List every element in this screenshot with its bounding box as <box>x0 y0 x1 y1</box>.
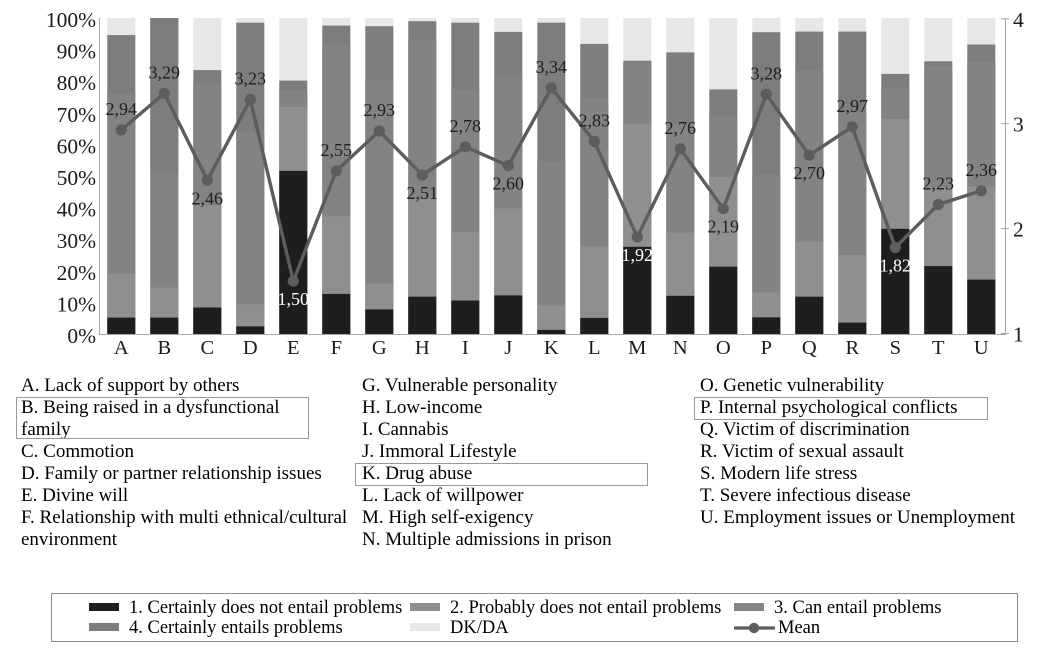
svg-text:2,55: 2,55 <box>321 140 353 160</box>
svg-text:L: L <box>588 337 601 359</box>
svg-text:2,93: 2,93 <box>364 100 396 120</box>
svg-text:T: T <box>932 337 945 359</box>
svg-text:K: K <box>544 337 559 359</box>
svg-text:50%: 50% <box>57 166 97 190</box>
svg-text:1,92: 1,92 <box>622 245 654 265</box>
svg-text:2,51: 2,51 <box>407 183 439 203</box>
svg-text:G: G <box>372 337 387 359</box>
svg-text:Q: Q <box>802 337 817 359</box>
svg-text:2,97: 2,97 <box>837 96 869 116</box>
svg-text:100%: 100% <box>46 8 96 32</box>
svg-text:2,46: 2,46 <box>192 188 224 208</box>
svg-text:B: B <box>157 337 171 359</box>
svg-text:U: U <box>974 337 989 359</box>
svg-text:2,94: 2,94 <box>106 99 138 119</box>
svg-text:2,19: 2,19 <box>708 217 740 237</box>
svg-text:80%: 80% <box>57 71 97 95</box>
svg-text:90%: 90% <box>57 40 97 64</box>
svg-text:J: J <box>504 337 512 359</box>
svg-text:3,23: 3,23 <box>235 69 267 89</box>
svg-text:I: I <box>462 337 469 359</box>
svg-text:S: S <box>890 337 901 359</box>
svg-text:2,76: 2,76 <box>665 118 697 138</box>
svg-text:1,82: 1,82 <box>880 256 912 276</box>
svg-text:2,23: 2,23 <box>923 174 955 194</box>
svg-text:3,29: 3,29 <box>149 62 181 82</box>
svg-text:3,28: 3,28 <box>751 63 783 83</box>
svg-text:2,60: 2,60 <box>493 174 525 194</box>
svg-text:M: M <box>628 337 646 359</box>
svg-text:2,78: 2,78 <box>450 116 482 136</box>
svg-text:60%: 60% <box>57 134 97 158</box>
svg-text:30%: 30% <box>57 229 97 253</box>
svg-text:A: A <box>114 337 129 359</box>
svg-text:F: F <box>331 337 342 359</box>
svg-text:R: R <box>845 337 859 359</box>
svg-text:10%: 10% <box>57 292 97 316</box>
svg-text:40%: 40% <box>57 198 97 222</box>
svg-text:20%: 20% <box>57 261 97 285</box>
svg-text:2,83: 2,83 <box>579 111 611 131</box>
svg-text:2: 2 <box>1013 218 1024 242</box>
svg-text:P: P <box>761 337 772 359</box>
svg-text:2,36: 2,36 <box>966 160 998 180</box>
svg-text:4: 4 <box>1013 8 1024 32</box>
svg-text:O: O <box>716 337 731 359</box>
svg-text:70%: 70% <box>57 103 97 127</box>
svg-text:1,50: 1,50 <box>278 289 310 309</box>
svg-text:2,70: 2,70 <box>794 163 826 183</box>
svg-text:3: 3 <box>1013 113 1024 137</box>
svg-text:H: H <box>415 337 430 359</box>
svg-text:0%: 0% <box>67 324 96 348</box>
svg-text:3,34: 3,34 <box>536 57 568 77</box>
svg-text:E: E <box>287 337 300 359</box>
svg-text:D: D <box>243 337 258 359</box>
svg-text:1: 1 <box>1013 323 1024 347</box>
svg-text:N: N <box>673 337 688 359</box>
svg-text:C: C <box>200 337 214 359</box>
